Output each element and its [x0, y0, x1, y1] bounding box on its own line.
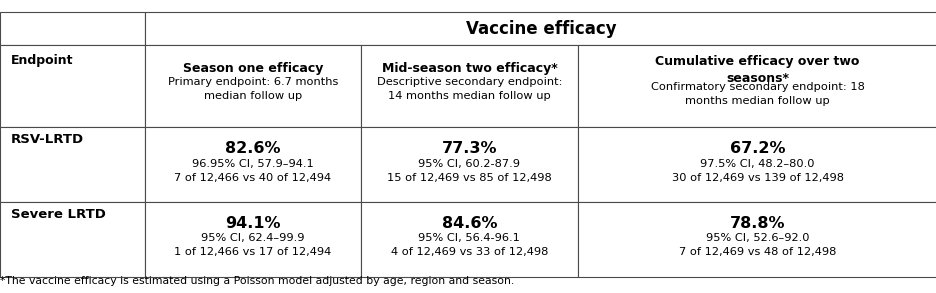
Text: 95% CI, 62.4–99.9
1 of 12,466 vs 17 of 12,494: 95% CI, 62.4–99.9 1 of 12,466 vs 17 of 1…	[174, 234, 331, 257]
Text: 84.6%: 84.6%	[441, 216, 497, 231]
Bar	[360, 202, 578, 277]
Bar	[145, 45, 360, 127]
Text: Season one efficacy: Season one efficacy	[183, 62, 323, 75]
Text: 95% CI, 56.4-96.1
4 of 12,469 vs 33 of 12,498: 95% CI, 56.4-96.1 4 of 12,469 vs 33 of 1…	[390, 234, 548, 257]
Bar	[0, 202, 145, 277]
Bar	[578, 127, 936, 202]
Text: 82.6%: 82.6%	[225, 141, 281, 156]
Bar	[145, 202, 360, 277]
Bar	[360, 45, 578, 127]
Text: Confirmatory secondary endpoint: 18
months median follow up: Confirmatory secondary endpoint: 18 mont…	[650, 82, 864, 106]
Text: Mid-season two efficacy*: Mid-season two efficacy*	[381, 62, 557, 75]
Text: RSV-LRTD: RSV-LRTD	[11, 133, 84, 146]
Bar	[145, 127, 360, 202]
Text: 78.8%: 78.8%	[729, 216, 784, 231]
Bar	[0, 45, 145, 127]
Text: Vaccine efficacy: Vaccine efficacy	[465, 20, 616, 38]
Text: 96.95% CI, 57.9–94.1
7 of 12,466 vs 40 of 12,494: 96.95% CI, 57.9–94.1 7 of 12,466 vs 40 o…	[174, 159, 331, 183]
Text: Cumulative efficacy over two
seasons*: Cumulative efficacy over two seasons*	[654, 55, 859, 85]
Text: 95% CI, 60.2-87.9
15 of 12,469 vs 85 of 12,498: 95% CI, 60.2-87.9 15 of 12,469 vs 85 of …	[387, 159, 551, 183]
Bar	[360, 127, 578, 202]
Text: 94.1%: 94.1%	[225, 216, 281, 231]
Text: Primary endpoint: 6.7 months
median follow up: Primary endpoint: 6.7 months median foll…	[168, 77, 338, 101]
Text: Severe LRTD: Severe LRTD	[11, 208, 106, 221]
Bar	[145, 12, 936, 45]
Text: 67.2%: 67.2%	[729, 141, 784, 156]
Bar	[578, 202, 936, 277]
Text: Descriptive secondary endpoint:
14 months median follow up: Descriptive secondary endpoint: 14 month…	[376, 77, 562, 101]
Bar	[0, 127, 145, 202]
Text: Endpoint: Endpoint	[11, 54, 74, 67]
Text: 77.3%: 77.3%	[441, 141, 497, 156]
Bar	[578, 45, 936, 127]
Bar	[0, 12, 145, 45]
Text: 97.5% CI, 48.2–80.0
30 of 12,469 vs 139 of 12,498: 97.5% CI, 48.2–80.0 30 of 12,469 vs 139 …	[671, 159, 842, 183]
Text: *The vaccine efficacy is estimated using a Poisson model adjusted by age, region: *The vaccine efficacy is estimated using…	[0, 276, 514, 286]
Text: 95% CI, 52.6–92.0
7 of 12,469 vs 48 of 12,498: 95% CI, 52.6–92.0 7 of 12,469 vs 48 of 1…	[679, 234, 835, 257]
